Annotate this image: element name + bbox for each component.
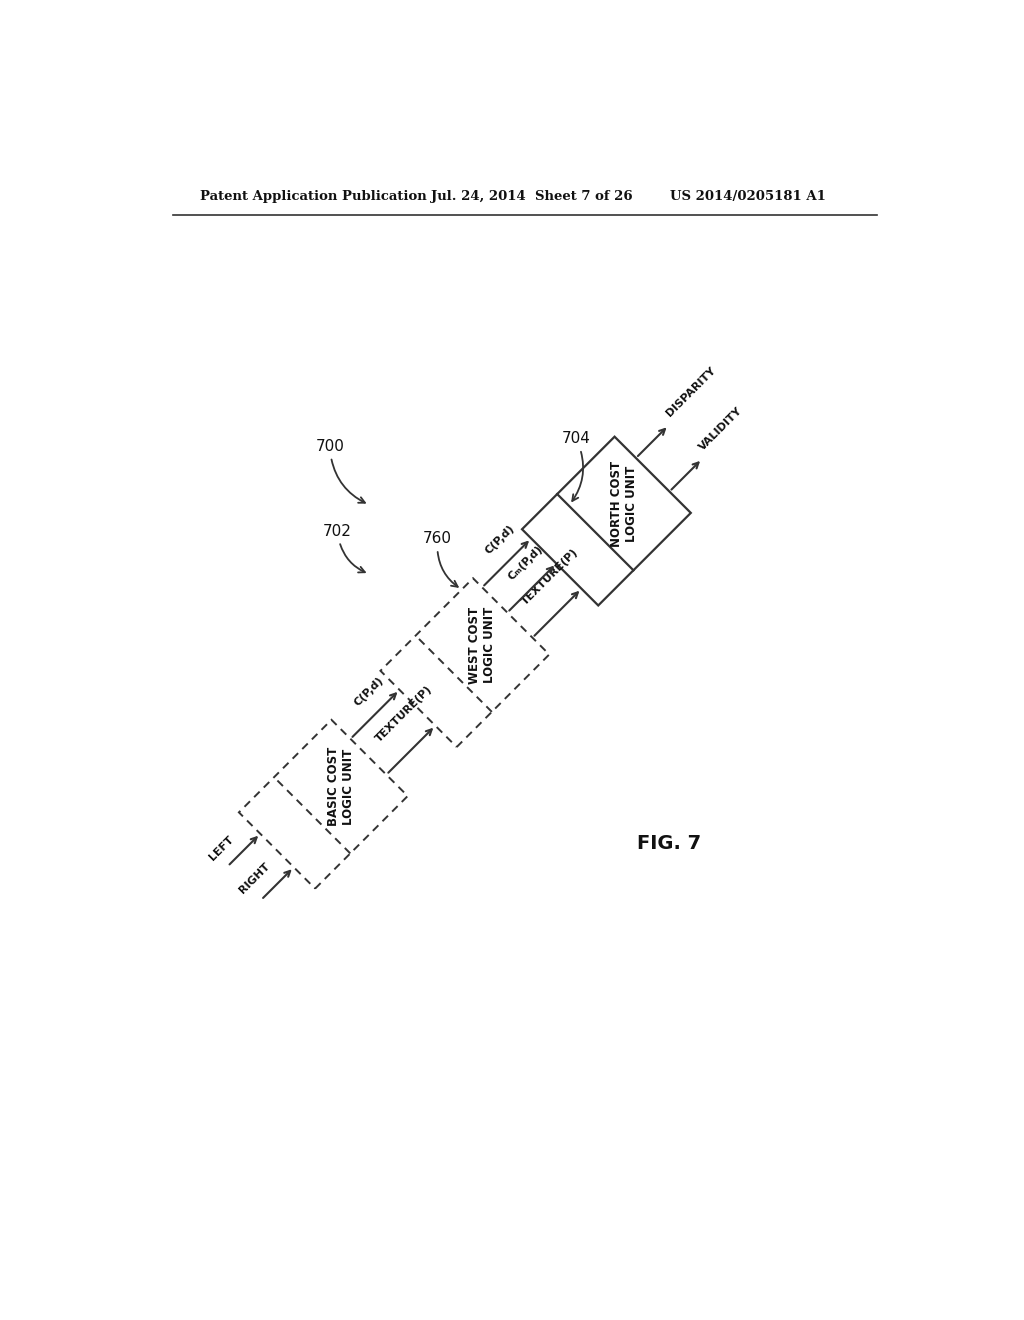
Text: 704: 704 [562, 432, 591, 502]
Text: RIGHT: RIGHT [238, 861, 271, 895]
Text: C(P,d): C(P,d) [352, 675, 385, 708]
Text: 702: 702 [323, 524, 365, 573]
Text: US 2014/0205181 A1: US 2014/0205181 A1 [670, 190, 825, 203]
Text: Jul. 24, 2014  Sheet 7 of 26: Jul. 24, 2014 Sheet 7 of 26 [431, 190, 633, 203]
Text: 760: 760 [423, 532, 458, 587]
Text: BASIC COST
LOGIC UNIT: BASIC COST LOGIC UNIT [327, 747, 355, 826]
Text: LEFT: LEFT [207, 834, 236, 862]
Text: WEST COST
LOGIC UNIT: WEST COST LOGIC UNIT [468, 606, 497, 684]
Text: Cₘ(P,d): Cₘ(P,d) [506, 544, 545, 582]
Bar [239, 719, 408, 888]
Text: Patent Application Publication: Patent Application Publication [200, 190, 427, 203]
Bar [381, 578, 549, 747]
Text: DISPARITY: DISPARITY [665, 366, 718, 418]
Text: NORTH COST
LOGIC UNIT: NORTH COST LOGIC UNIT [610, 461, 638, 546]
Text: C(P,d): C(P,d) [483, 524, 517, 556]
Text: 700: 700 [315, 440, 365, 503]
Text: FIG. 7: FIG. 7 [638, 834, 701, 853]
Bar [522, 437, 691, 606]
Text: VALIDITY: VALIDITY [697, 405, 744, 453]
Text: TEXTURE(P): TEXTURE(P) [374, 684, 434, 743]
Text: TEXTURE(P): TEXTURE(P) [520, 546, 581, 607]
